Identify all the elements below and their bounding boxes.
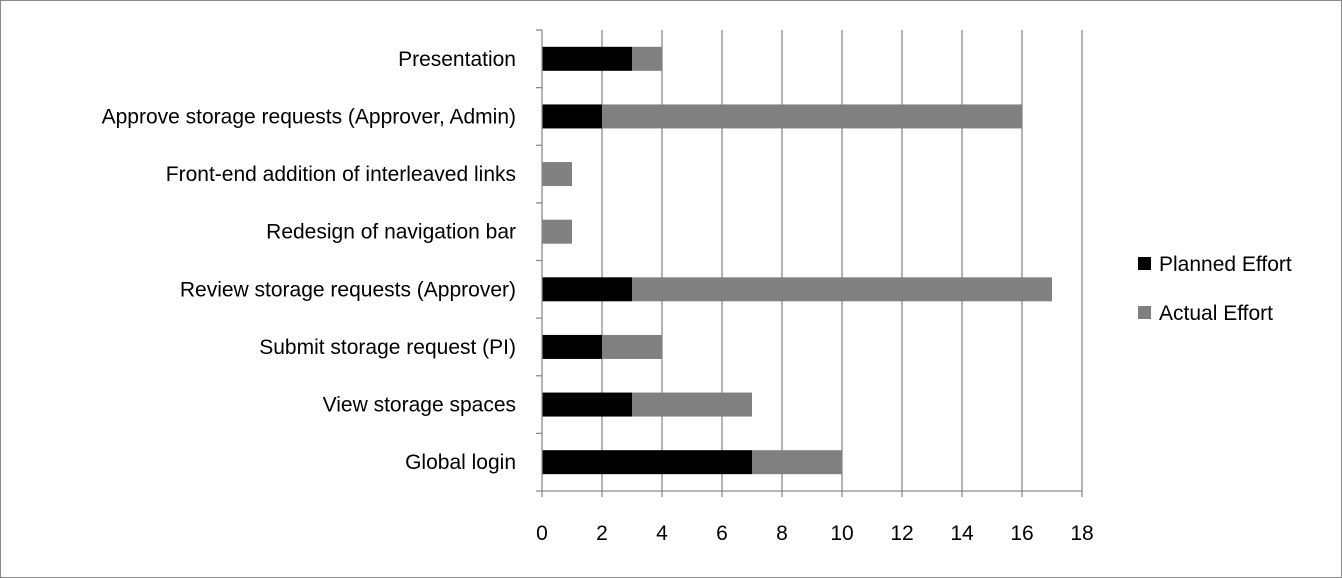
x-tick-label: 2 <box>596 522 608 545</box>
bar-actual-3 <box>632 277 1052 302</box>
x-tick-label: 12 <box>890 522 913 545</box>
category-label: Presentation <box>398 48 516 71</box>
legend-label-actual: Actual Effort <box>1159 302 1273 325</box>
axes <box>536 29 1083 497</box>
x-tick-label: 0 <box>536 522 548 545</box>
bar-planned-3 <box>542 277 632 302</box>
bar-actual-6 <box>602 104 1022 129</box>
legend-label-planned: Planned Effort <box>1159 253 1292 276</box>
bar-planned-7 <box>542 46 632 71</box>
bar-planned-0 <box>542 450 752 475</box>
x-tick-label: 14 <box>950 522 974 545</box>
category-labels: Global login View storage spaces Submit st… <box>102 48 516 474</box>
bar-planned-6 <box>542 104 602 129</box>
bar-actual-1 <box>632 392 752 417</box>
legend-swatch-planned <box>1138 257 1151 270</box>
category-label: Approve storage requests (Approver, Admi… <box>102 105 516 128</box>
category-label: Global login <box>405 451 516 474</box>
bar-planned-1 <box>542 392 632 417</box>
category-label: Front-end addition of interleaved links <box>166 163 516 186</box>
x-tick-label: 6 <box>716 522 728 545</box>
category-label: Redesign of navigation bar <box>266 221 516 244</box>
bar-actual-0 <box>752 450 842 475</box>
legend-swatch-actual <box>1138 306 1151 319</box>
gridlines <box>601 30 1083 491</box>
bar-actual-4 <box>542 219 572 244</box>
tick-labels: 0 2 4 6 8 10 12 14 16 18 <box>536 522 1094 545</box>
bar-actual-2 <box>602 334 662 359</box>
x-tick-label: 18 <box>1070 522 1093 545</box>
x-tick-label: 8 <box>776 522 788 545</box>
category-label: Submit storage request (PI) <box>259 336 516 359</box>
bar-actual-5 <box>542 162 572 187</box>
x-tick-label: 4 <box>656 522 668 545</box>
legend: Planned Effort Actual Effort <box>1138 253 1292 325</box>
bars <box>542 46 1052 475</box>
x-tick-label: 16 <box>1010 522 1033 545</box>
bar-actual-7 <box>632 46 662 71</box>
category-label: Review storage requests (Approver) <box>180 278 516 301</box>
x-tick-label: 10 <box>830 522 853 545</box>
category-label: View storage spaces <box>323 394 516 417</box>
bar-planned-2 <box>542 334 602 359</box>
